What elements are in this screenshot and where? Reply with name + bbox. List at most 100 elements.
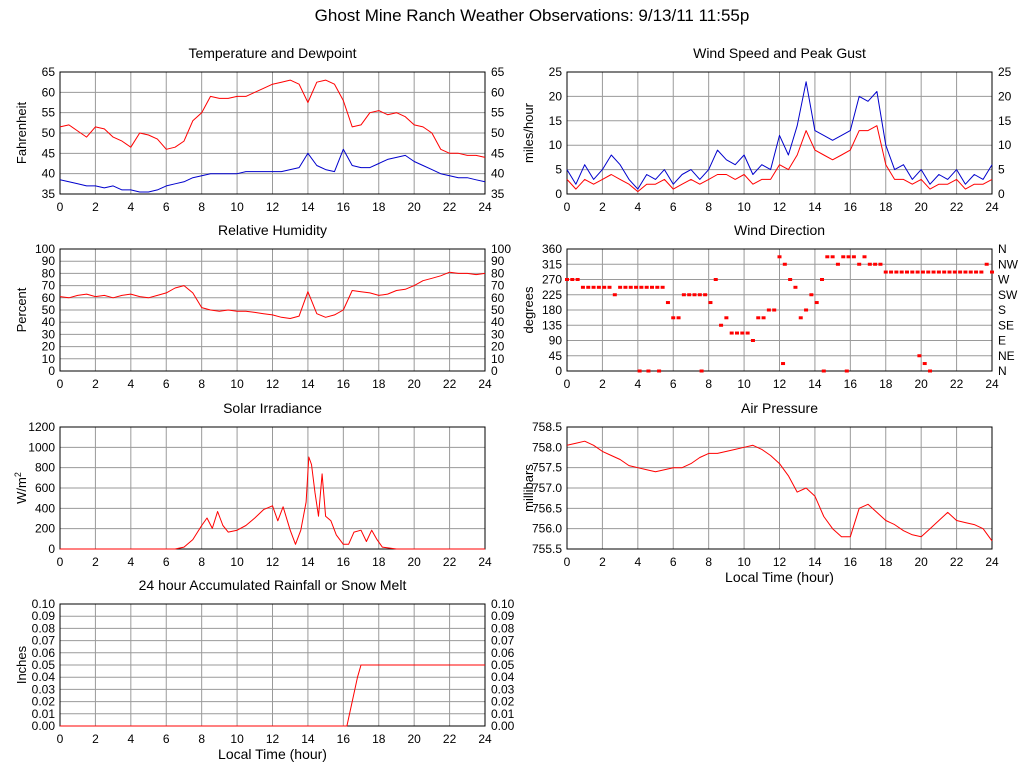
series-line-dewpoint [59,148,486,193]
wind-direction-point [809,293,814,297]
right-tick-label: 100 [491,242,511,256]
x-tick-label: 14 [301,200,315,214]
x-tick-label: 12 [773,377,787,391]
x-tick-label: 22 [443,377,457,391]
x-tick-label: 12 [266,732,280,746]
x-tick-label: 0 [564,200,571,214]
x-tick-label: 10 [230,555,244,569]
wind-direction-point [857,262,862,266]
right-tick-label: 50 [491,126,505,140]
right-tick-label: 0.08 [491,621,515,635]
plot-frame [566,248,993,372]
wind-direction-point [570,278,575,281]
y-tick-label: 15 [549,114,563,128]
x-tick-label: 20 [914,200,928,214]
wind-direction-point [968,270,973,274]
wind-direction-point [628,285,633,289]
wind-direction-point [623,285,628,289]
wind-direction-point [821,369,826,373]
wind-direction-point [931,270,936,274]
x-tick-label: 10 [230,377,244,391]
wind-direction-point [936,270,941,274]
wind-direction-point [719,323,724,327]
right-tick-label: 0 [998,187,1005,201]
y-tick-label: 800 [35,461,55,475]
x-tick-label: 4 [127,377,134,391]
right-tick-label: E [998,334,1006,348]
x-tick-label: 0 [564,555,571,569]
wind-direction-point [793,285,798,289]
y-tick-label: 400 [35,501,55,515]
wind-direction-point [580,285,585,289]
wind-direction-point [952,270,957,274]
right-tick-label: 20 [491,340,505,354]
y-tick-label: 20 [42,340,56,354]
wind-direction-point [766,308,771,312]
wind-direction-point [687,293,692,297]
wind-direction-point [830,255,835,259]
wind-direction-point [777,255,782,259]
x-tick-label: 14 [808,555,822,569]
y-tick-label: 0.05 [32,658,56,672]
y-tick-label: 70 [42,279,56,293]
series-line-accumulated-rainfall [60,664,485,727]
right-tick-label: 40 [491,167,505,181]
y-tick-label: 0.08 [32,621,56,635]
x-tick-label: 8 [198,732,205,746]
y-axis-label: degrees [521,286,536,333]
x-tick-label: 16 [337,377,351,391]
x-tick-label: 10 [230,732,244,746]
right-tick-label: 0.03 [491,682,515,696]
y-tick-label: 0.09 [32,609,56,623]
y-tick-label: 0.01 [32,707,56,721]
x-tick-label: 2 [92,555,99,569]
wind-direction-point [804,308,809,312]
wind-direction-point [772,308,777,312]
right-tick-label: 35 [491,187,505,201]
wind-direction-point [612,293,617,297]
wind-direction-point [846,255,851,259]
x-tick-label: 16 [844,200,858,214]
y-tick-label: 360 [542,242,562,256]
wind-direction-point [634,285,639,289]
y-tick-label: 0.04 [32,670,56,684]
wind-direction-point [657,369,662,373]
y-tick-label: 757.5 [532,461,562,475]
wind-direction-point [878,262,883,266]
wind-direction-point [788,278,793,281]
x-tick-label: 14 [301,732,315,746]
x-tick-label: 18 [879,555,893,569]
wind-direction-point [915,270,920,274]
y-tick-label: 1200 [28,420,55,434]
right-tick-label: N [998,364,1007,378]
wind-direction-point [699,369,704,373]
x-tick-label: 14 [301,555,315,569]
y-tick-label: 756.0 [532,522,562,536]
wind-direction-point [873,262,878,266]
wind-direction-point [928,369,933,373]
plot-frame [59,71,486,195]
y-axis-label: miles/hour [521,102,536,163]
x-tick-label: 4 [634,200,641,214]
right-tick-label: 10 [998,138,1012,152]
x-tick-label: 22 [950,555,964,569]
wind-direction-point [851,255,856,259]
y-tick-label: 756.5 [532,501,562,515]
x-tick-label: 6 [670,555,677,569]
wind-direction-point [814,301,819,305]
x-tick-label: 14 [808,377,822,391]
rain-chart: 24 hour Accumulated Rainfall or Snow Mel… [14,577,515,762]
wind-direction-point [750,339,755,342]
wind-direction-point [692,293,697,297]
wind-direction-point [740,331,745,335]
x-tick-label: 24 [985,200,999,214]
wind-direction-point [761,316,766,320]
wind-direction-point [835,262,840,266]
y-tick-label: 60 [42,85,56,99]
x-tick-label: 18 [879,377,893,391]
x-tick-label: 10 [737,200,751,214]
y-tick-label: 180 [542,303,562,317]
